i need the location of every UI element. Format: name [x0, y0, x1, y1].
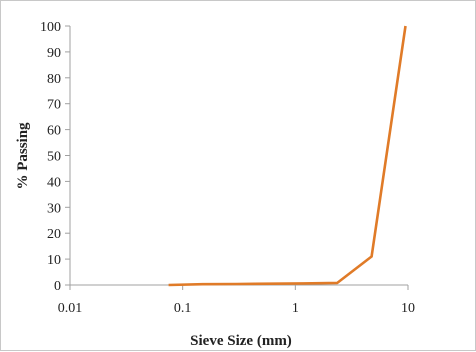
x-tick-label: 10	[401, 301, 415, 316]
y-tick-label: 50	[47, 150, 61, 165]
series-group	[168, 25, 407, 287]
y-tick-label: 70	[47, 98, 61, 113]
x-axis-title: Sieve Size (mm)	[190, 333, 292, 349]
y-tick-label: 10	[47, 253, 61, 268]
y-tick-label: 90	[47, 46, 61, 61]
x-tick-label: 0.01	[58, 301, 83, 316]
x-axis-ticks: 0.01 0.1 1 10	[58, 285, 415, 316]
y-tick-label: 0	[54, 279, 61, 294]
y-tick-label: 20	[47, 227, 61, 242]
y-axis-ticks: 0 10 20 30 40 50 60 70 80 90 100	[40, 20, 70, 294]
y-tick-label: 100	[40, 20, 61, 35]
y-axis-title: % Passing	[15, 122, 31, 190]
x-tick-label: 0.1	[174, 301, 192, 316]
y-tick-label: 30	[47, 201, 61, 216]
y-tick-label: 80	[47, 72, 61, 87]
y-tick-label: 60	[47, 124, 61, 139]
x-tick-label: 1	[292, 301, 299, 316]
series-line	[168, 25, 407, 287]
y-tick-label: 40	[47, 175, 61, 190]
